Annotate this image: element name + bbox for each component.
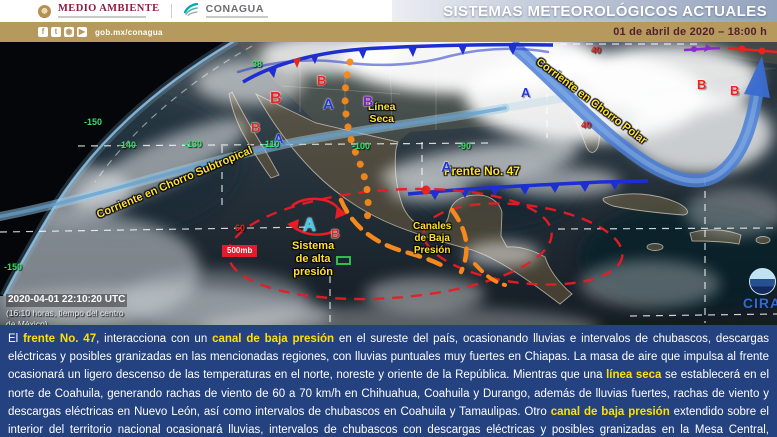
map-symbol-high-1: A — [323, 96, 334, 113]
instagram-icon[interactable]: ◉ — [64, 27, 74, 37]
map-label-sistema-alta-presion: Sistema de alta presión — [292, 240, 335, 278]
map-symbol-low-6: B — [331, 227, 340, 241]
grid-label-5: -90 — [458, 141, 472, 151]
youtube-icon[interactable]: ▶ — [77, 27, 87, 37]
bulletin-datetime: 01 de abril de 2020 – 18:00 h — [613, 26, 767, 38]
map-symbol-high-3: A — [441, 159, 452, 176]
twitter-icon[interactable]: t — [51, 27, 61, 37]
conagua-caption — [205, 16, 268, 19]
medio-ambiente-caption — [58, 16, 146, 19]
bulletin-panel: El frente No. 47, interacciona con un ca… — [0, 325, 777, 437]
satellite-timestamp: 2020-04-01 22:10:20 UTC (16:10 horas, ti… — [6, 288, 128, 325]
map-symbol-low-occluded: B — [363, 93, 374, 109]
grid-label-0: -150 — [84, 117, 103, 127]
map-annotation-layer: Frente No. 47 Línea Seca Sistema de alta pres… — [0, 42, 777, 325]
map-label-frente-47: Frente No. 47 — [444, 164, 521, 178]
timestamp-local-2: de México) — [6, 318, 48, 325]
conagua-logo-icon — [183, 1, 199, 21]
social-icons: f t ◉ ▶ — [38, 27, 87, 37]
map-symbol-high-2: A — [274, 131, 284, 146]
medio-ambiente-logo: MEDIO AMBIENTE — [58, 2, 160, 19]
grid-label-1: -140 — [118, 140, 137, 150]
cira-watermark: CIRA — [742, 268, 777, 311]
brand-separator — [170, 4, 172, 18]
timestamp-utc: 2020-04-01 22:10:20 UTC — [6, 294, 128, 307]
satellite-map-graphic — [0, 42, 777, 325]
facebook-icon[interactable]: f — [38, 27, 48, 37]
grid-label-4: -100 — [352, 141, 371, 151]
grid-label-2: -130 — [184, 139, 203, 149]
timestamp-local-1: (16:10 horas, tiempo del centro — [6, 308, 124, 318]
medio-ambiente-emblem-icon — [38, 4, 51, 18]
grid-label-7: 38 — [252, 59, 263, 69]
map-symbol-low-4: B — [697, 77, 707, 92]
conagua-url-link[interactable]: gob.mx/conagua — [95, 27, 163, 37]
brand-area: MEDIO AMBIENTE CONAGUA — [0, 0, 392, 22]
map-symbol-low-3: B — [251, 120, 261, 135]
map-symbol-high-center: A — [303, 215, 316, 235]
pressure-level-box: 500mb — [222, 245, 258, 257]
bulletin-text: El frente No. 47, interacciona con un ca… — [8, 333, 770, 437]
gold-bar: f t ◉ ▶ gob.mx/conagua 01 de abril de 2020 … — [0, 22, 777, 42]
cira-logo-icon — [748, 268, 776, 295]
map-label-canales-baja-presion: Canales de Baja Presión — [413, 221, 452, 256]
green-grid-marker — [336, 256, 351, 265]
top-bar: MEDIO AMBIENTE CONAGUA SISTEMAS METEOROL… — [0, 0, 777, 22]
grid-label-8: 40 — [591, 45, 602, 55]
grid-label-10: 60 — [235, 223, 246, 233]
cira-label: CIRA — [742, 295, 777, 311]
map-symbol-high-4: A — [521, 85, 531, 100]
map-label-chorro-subtropical: Corriente en Chorro Subtropical — [95, 144, 255, 222]
page-title: SISTEMAS METEOROLÓGICOS ACTUALES — [443, 2, 767, 20]
map-label-linea-seca: Línea Seca — [368, 101, 396, 126]
conagua-label: CONAGUA — [205, 2, 265, 15]
title-area: SISTEMAS METEOROLÓGICOS ACTUALES — [392, 0, 777, 22]
grid-label-9: 40 — [581, 120, 592, 130]
grid-label-6: -150 — [4, 262, 23, 272]
map-symbol-low-1: B — [270, 90, 282, 107]
map-label-chorro-polar: Corriente en Chorro Polar — [533, 56, 649, 147]
map-symbol-low-2: B — [317, 73, 327, 88]
grid-label-3: -110 — [262, 139, 280, 149]
map-symbol-low-5: B — [730, 83, 740, 98]
conagua-logo: CONAGUA — [205, 2, 268, 19]
satellite-weather-map: Frente No. 47 Línea Seca Sistema de alta pres… — [0, 42, 777, 325]
medio-ambiente-label: MEDIO AMBIENTE — [58, 2, 160, 14]
